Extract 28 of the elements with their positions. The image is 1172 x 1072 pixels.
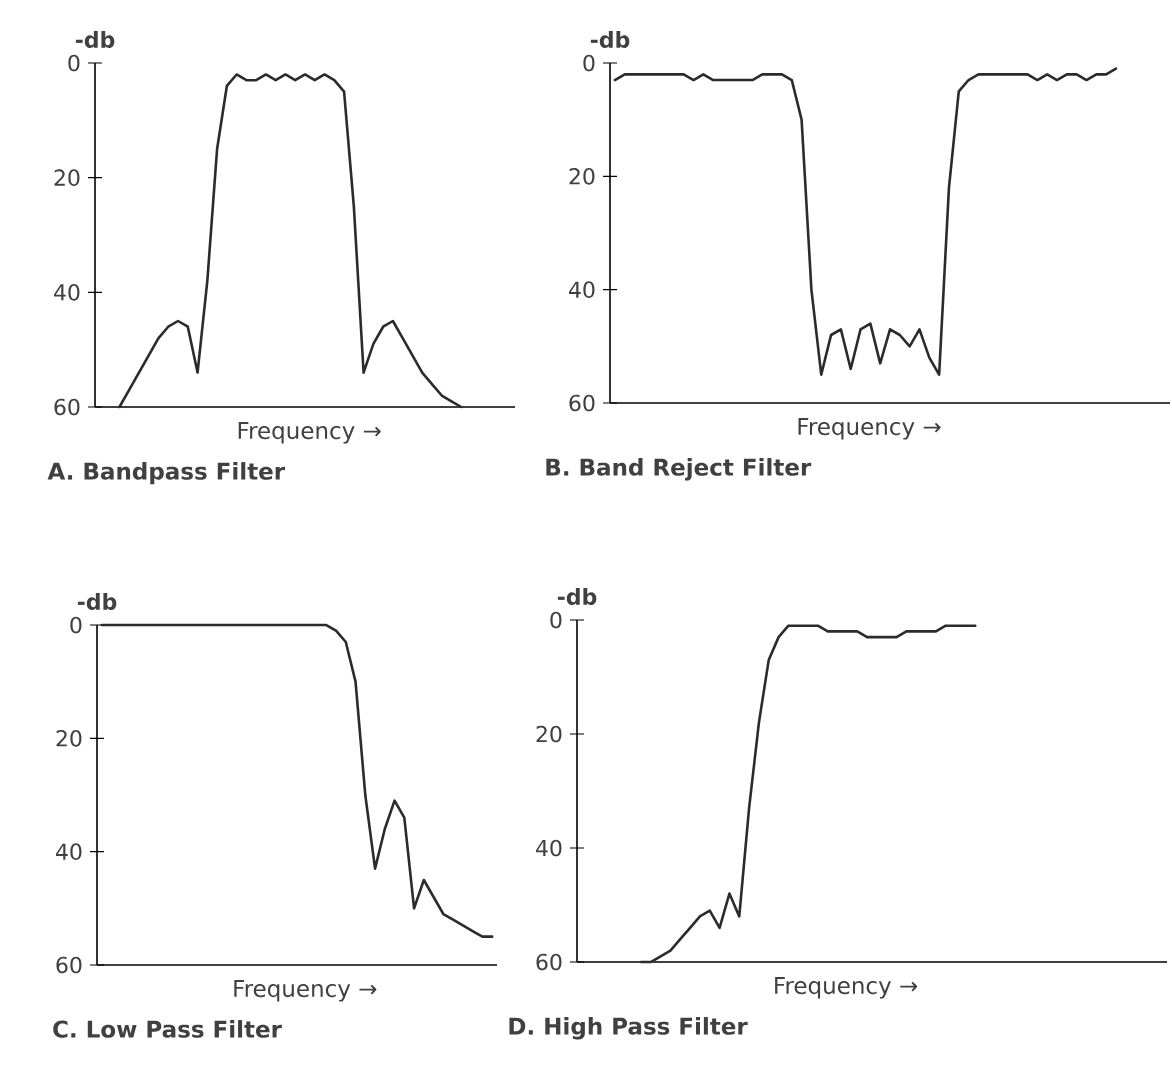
y-tick-label: 0 [68, 54, 80, 72]
x-axis-title: Frequency → [798, 418, 941, 440]
text: A. Bandpass Filter [47, 462, 286, 485]
y-axis-title: -db [75, 30, 115, 48]
x-axis-title: Frequency → [775, 977, 918, 999]
y-tick-label: 40 [569, 281, 595, 298]
y-axis-title: -db [557, 587, 597, 605]
text: B. Band Reject Filter [546, 458, 812, 481]
y-tick-label: 40 [54, 284, 80, 301]
y-tick-label: 60 [54, 398, 80, 416]
y-tick-label: 0 [583, 54, 595, 72]
x-axis-title: Frequency → [234, 980, 377, 1002]
y-tick-label: 20 [536, 725, 562, 743]
y-tick-label: 20 [54, 169, 80, 186]
y-axis-title: -db [77, 592, 117, 610]
y-tick-label: 20 [56, 730, 82, 747]
y-tick-label: 0 [550, 611, 562, 629]
y-tick-label: 40 [536, 839, 562, 857]
y-axis-title: -db [590, 30, 630, 48]
y-tick-label: 60 [56, 956, 82, 974]
y-tick-label: 0 [70, 616, 82, 634]
y-tick-label: 20 [569, 168, 595, 185]
text: C. Low Pass Filter [53, 1020, 282, 1038]
x-axis-title: Frequency → [238, 422, 381, 444]
y-tick-label: 40 [56, 843, 82, 860]
text: D. High Pass Filter [509, 1017, 748, 1040]
y-tick-label: 60 [569, 394, 595, 412]
y-tick-label: 60 [536, 953, 562, 971]
